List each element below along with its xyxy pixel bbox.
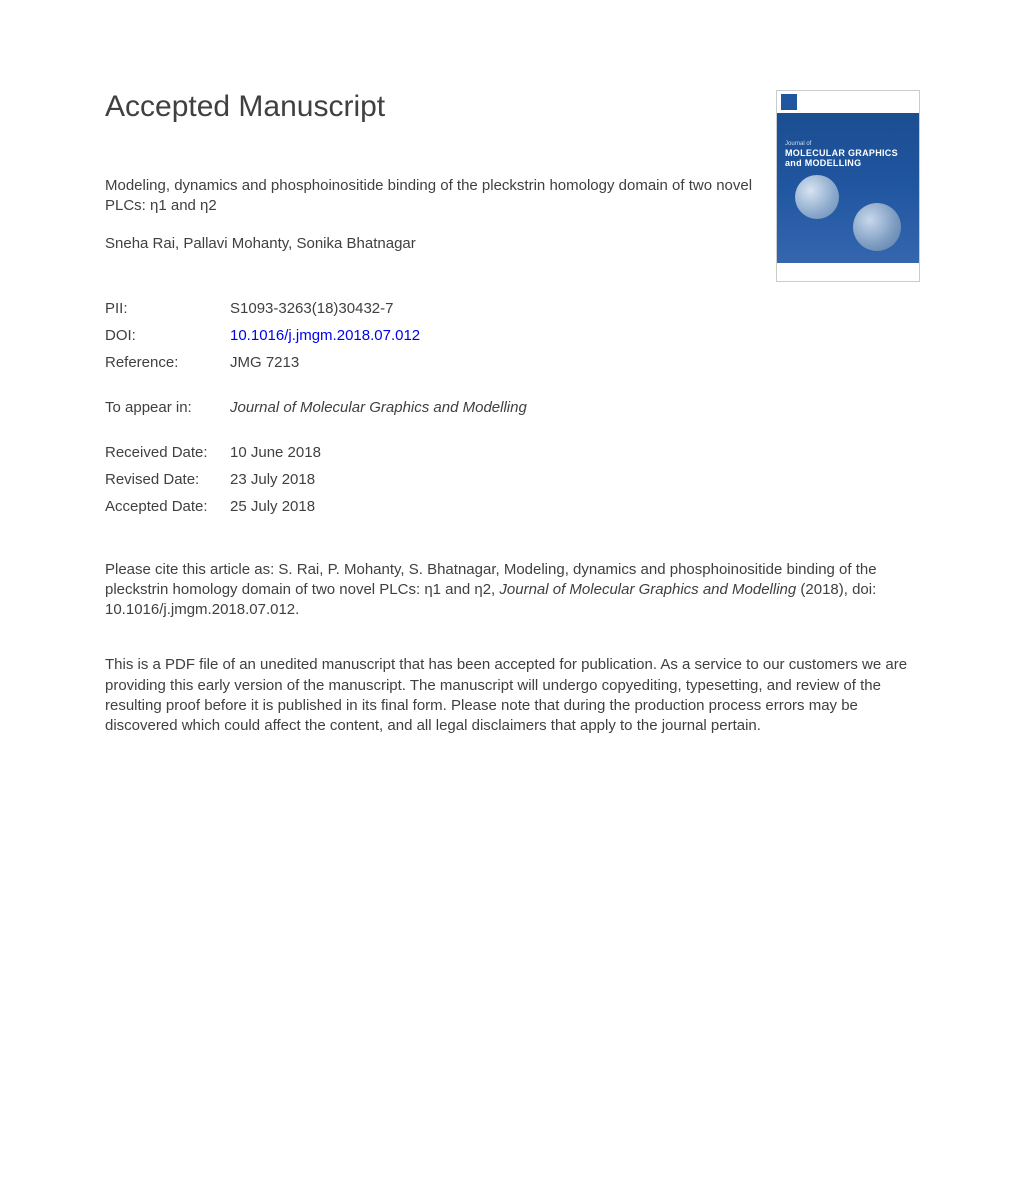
reference-value: JMG 7213 [230, 354, 299, 371]
meta-table: PII: S1093-3263(18)30432-7 DOI: 10.1016/… [105, 300, 920, 371]
date-row-received: Received Date: 10 June 2018 [105, 444, 920, 461]
doi-label: DOI: [105, 327, 230, 344]
publisher-logo-icon [781, 94, 797, 110]
pii-value: S1093-3263(18)30432-7 [230, 300, 393, 317]
disclaimer-text: This is a PDF file of an unedited manusc… [105, 655, 920, 736]
appear-label: To appear in: [105, 399, 230, 416]
reference-label: Reference: [105, 354, 230, 371]
received-value: 10 June 2018 [230, 444, 321, 461]
cover-circle-icon [795, 175, 839, 219]
cover-footer [777, 263, 919, 281]
cover-circle-icon [853, 203, 901, 251]
accepted-value: 25 July 2018 [230, 498, 315, 515]
meta-row-reference: Reference: JMG 7213 [105, 354, 920, 371]
pii-label: PII: [105, 300, 230, 317]
revised-label: Revised Date: [105, 471, 230, 488]
citation-journal: Journal of Molecular Graphics and Modell… [499, 581, 796, 598]
appear-value: Journal of Molecular Graphics and Modell… [230, 399, 527, 416]
meta-row-doi: DOI: 10.1016/j.jmgm.2018.07.012 [105, 327, 920, 344]
citation-text: Please cite this article as: S. Rai, P. … [105, 560, 920, 621]
cover-title-area: Journal of MOLECULAR GRAPHICS and MODELL… [777, 113, 919, 168]
received-label: Received Date: [105, 444, 230, 461]
date-row-accepted: Accepted Date: 25 July 2018 [105, 498, 920, 515]
revised-value: 23 July 2018 [230, 471, 315, 488]
doi-link[interactable]: 10.1016/j.jmgm.2018.07.012 [230, 327, 420, 344]
dates-table: Received Date: 10 June 2018 Revised Date… [105, 444, 920, 515]
article-title: Modeling, dynamics and phosphoinositide … [105, 176, 765, 217]
date-row-revised: Revised Date: 23 July 2018 [105, 471, 920, 488]
cover-journal-name-line2: and MODELLING [785, 158, 911, 168]
cover-journal-name-line1: MOLECULAR GRAPHICS [785, 148, 911, 158]
cover-journal-prefix: Journal of [785, 141, 911, 147]
journal-cover-thumbnail: Journal of MOLECULAR GRAPHICS and MODELL… [776, 90, 920, 282]
accepted-label: Accepted Date: [105, 498, 230, 515]
meta-row-pii: PII: S1093-3263(18)30432-7 [105, 300, 920, 317]
appear-row: To appear in: Journal of Molecular Graph… [105, 399, 920, 416]
cover-header [777, 91, 919, 113]
